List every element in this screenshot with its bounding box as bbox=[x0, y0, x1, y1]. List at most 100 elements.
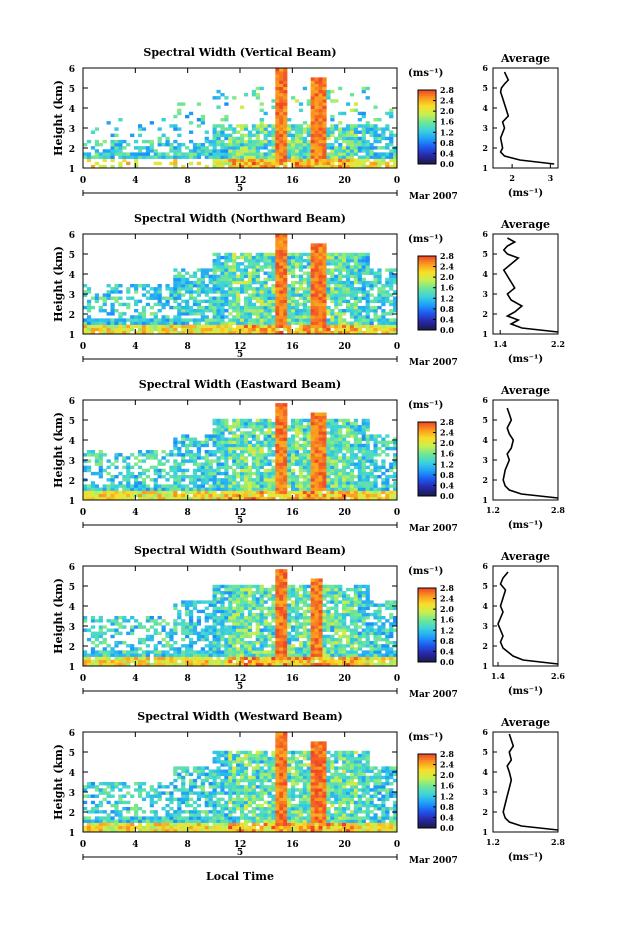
avg-x-tick-label: 3 bbox=[548, 173, 554, 183]
average-profile-line bbox=[502, 407, 559, 499]
x-tick-label: 16 bbox=[286, 342, 299, 352]
y-tick-label: 4 bbox=[69, 271, 75, 281]
avg-y-tick-label: 4 bbox=[482, 601, 488, 611]
panel-title: Spectral Width (Vertical Beam) bbox=[143, 46, 336, 59]
heatmap-cells bbox=[83, 234, 398, 335]
avg-y-tick-label: 4 bbox=[482, 103, 488, 113]
colorbar-tick-label: 2.8 bbox=[440, 583, 454, 593]
avg-y-tick-label: 2 bbox=[482, 641, 488, 651]
panel-3: Spectral Width (Southward Beam)123456Hei… bbox=[52, 544, 565, 700]
avg-y-tick-label: 1 bbox=[482, 329, 488, 339]
colorbar bbox=[418, 754, 436, 829]
avg-y-tick-label: 5 bbox=[482, 83, 488, 93]
y-tick-label: 4 bbox=[69, 603, 75, 613]
colorbar-tick-label: 2.4 bbox=[440, 428, 454, 438]
colorbar-tick-label: 1.2 bbox=[440, 625, 454, 635]
colorbar-tick-label: 1.2 bbox=[440, 459, 454, 469]
x-tick-label: 8 bbox=[185, 674, 191, 684]
colorbar-tick-label: 0.4 bbox=[440, 646, 454, 656]
heatmap-cells bbox=[83, 732, 398, 833]
colorbar-frame bbox=[417, 587, 437, 663]
x-axis-label: Local Time bbox=[206, 870, 274, 883]
colorbar-frame bbox=[417, 255, 437, 331]
y-tick-label: 4 bbox=[69, 769, 75, 779]
colorbar-tick-label: 0.8 bbox=[440, 304, 454, 314]
avg-x-tick-label: 1.4 bbox=[493, 339, 507, 349]
avg-y-tick-label: 5 bbox=[482, 581, 488, 591]
panel-title: Spectral Width (Northward Beam) bbox=[134, 212, 346, 225]
avg-y-tick-label: 3 bbox=[482, 455, 488, 465]
avg-x-tick-label: 1.2 bbox=[486, 505, 500, 515]
avg-y-tick-label: 6 bbox=[482, 63, 488, 73]
x-tick-label: 16 bbox=[286, 674, 299, 684]
avg-x-tick-label: 2.6 bbox=[551, 671, 565, 681]
panel-title: Spectral Width (Eastward Beam) bbox=[139, 378, 341, 391]
average-profile-line bbox=[502, 733, 559, 831]
x-tick-label: 0 bbox=[80, 342, 86, 352]
colorbar-tick-label: 2.8 bbox=[440, 749, 454, 759]
colorbar-tick-label: 0.0 bbox=[440, 823, 454, 833]
avg-y-tick-label: 3 bbox=[482, 787, 488, 797]
y-axis-label: Height (km) bbox=[52, 412, 65, 488]
x-tick-label: 20 bbox=[338, 840, 351, 850]
colorbar-tick-label: 0.8 bbox=[440, 636, 454, 646]
avg-x-tick-label: 1.2 bbox=[486, 837, 500, 847]
colorbar-tick-label: 0.4 bbox=[440, 314, 454, 324]
avg-y-tick-label: 1 bbox=[482, 661, 488, 671]
x-tick-label: 12 bbox=[234, 674, 247, 684]
average-frame bbox=[492, 233, 559, 335]
colorbar-tick-label: 0.0 bbox=[440, 159, 454, 169]
colorbar-tick-label: 2.0 bbox=[440, 272, 454, 282]
y-axis-label: Height (km) bbox=[52, 246, 65, 322]
average-title: Average bbox=[500, 716, 550, 729]
avg-y-tick-label: 4 bbox=[482, 767, 488, 777]
panel-2: Spectral Width (Eastward Beam)123456Heig… bbox=[52, 378, 565, 534]
colorbar-tick-label: 2.4 bbox=[440, 96, 454, 106]
colorbar-tick-label: 2.8 bbox=[440, 251, 454, 261]
x-tick-label: 8 bbox=[185, 176, 191, 186]
y-tick-label: 6 bbox=[69, 65, 75, 75]
avg-y-tick-label: 1 bbox=[482, 495, 488, 505]
x-tick-label: 12 bbox=[234, 176, 247, 186]
colorbar-tick-label: 0.0 bbox=[440, 657, 454, 667]
avg-y-tick-label: 6 bbox=[482, 229, 488, 239]
y-tick-label: 1 bbox=[69, 165, 75, 175]
y-tick-label: 2 bbox=[69, 809, 75, 819]
x-tick-label: 4 bbox=[132, 674, 138, 684]
colorbar-label: (ms⁻¹) bbox=[408, 566, 443, 577]
avg-y-tick-label: 3 bbox=[482, 289, 488, 299]
average-frame bbox=[492, 399, 559, 501]
heatmap-cells bbox=[83, 569, 398, 667]
y-tick-label: 1 bbox=[69, 663, 75, 673]
colorbar-tick-label: 1.6 bbox=[440, 283, 454, 293]
colorbar-tick-label: 2.8 bbox=[440, 417, 454, 427]
x-tick-label: 12 bbox=[234, 840, 247, 850]
x-tick-label: 16 bbox=[286, 840, 299, 850]
y-axis-label: Height (km) bbox=[52, 578, 65, 654]
date-label: Mar 2007 bbox=[409, 690, 458, 700]
x-tick-label: 4 bbox=[132, 176, 138, 186]
colorbar-tick-label: 2.4 bbox=[440, 760, 454, 770]
x-tick-label: 0 bbox=[80, 176, 86, 186]
y-axis-label: Height (km) bbox=[52, 80, 65, 156]
y-tick-label: 3 bbox=[69, 125, 75, 135]
y-tick-label: 6 bbox=[69, 563, 75, 573]
colorbar-frame bbox=[417, 89, 437, 165]
colorbar bbox=[418, 422, 436, 497]
y-tick-label: 2 bbox=[69, 477, 75, 487]
colorbar-tick-label: 1.6 bbox=[440, 449, 454, 459]
avg-y-tick-label: 5 bbox=[482, 249, 488, 259]
y-tick-label: 3 bbox=[69, 457, 75, 467]
y-tick-label: 3 bbox=[69, 789, 75, 799]
y-tick-label: 3 bbox=[69, 623, 75, 633]
colorbar-tick-label: 2.0 bbox=[440, 604, 454, 614]
y-tick-label: 2 bbox=[69, 311, 75, 321]
colorbar-tick-label: 0.4 bbox=[440, 148, 454, 158]
date-label: Mar 2007 bbox=[409, 358, 458, 368]
avg-y-tick-label: 3 bbox=[482, 123, 488, 133]
x-tick-label: 12 bbox=[234, 342, 247, 352]
average-unit-label: (ms⁻¹) bbox=[508, 188, 543, 199]
colorbar-tick-label: 1.6 bbox=[440, 117, 454, 127]
x-tick-label: 16 bbox=[286, 508, 299, 518]
